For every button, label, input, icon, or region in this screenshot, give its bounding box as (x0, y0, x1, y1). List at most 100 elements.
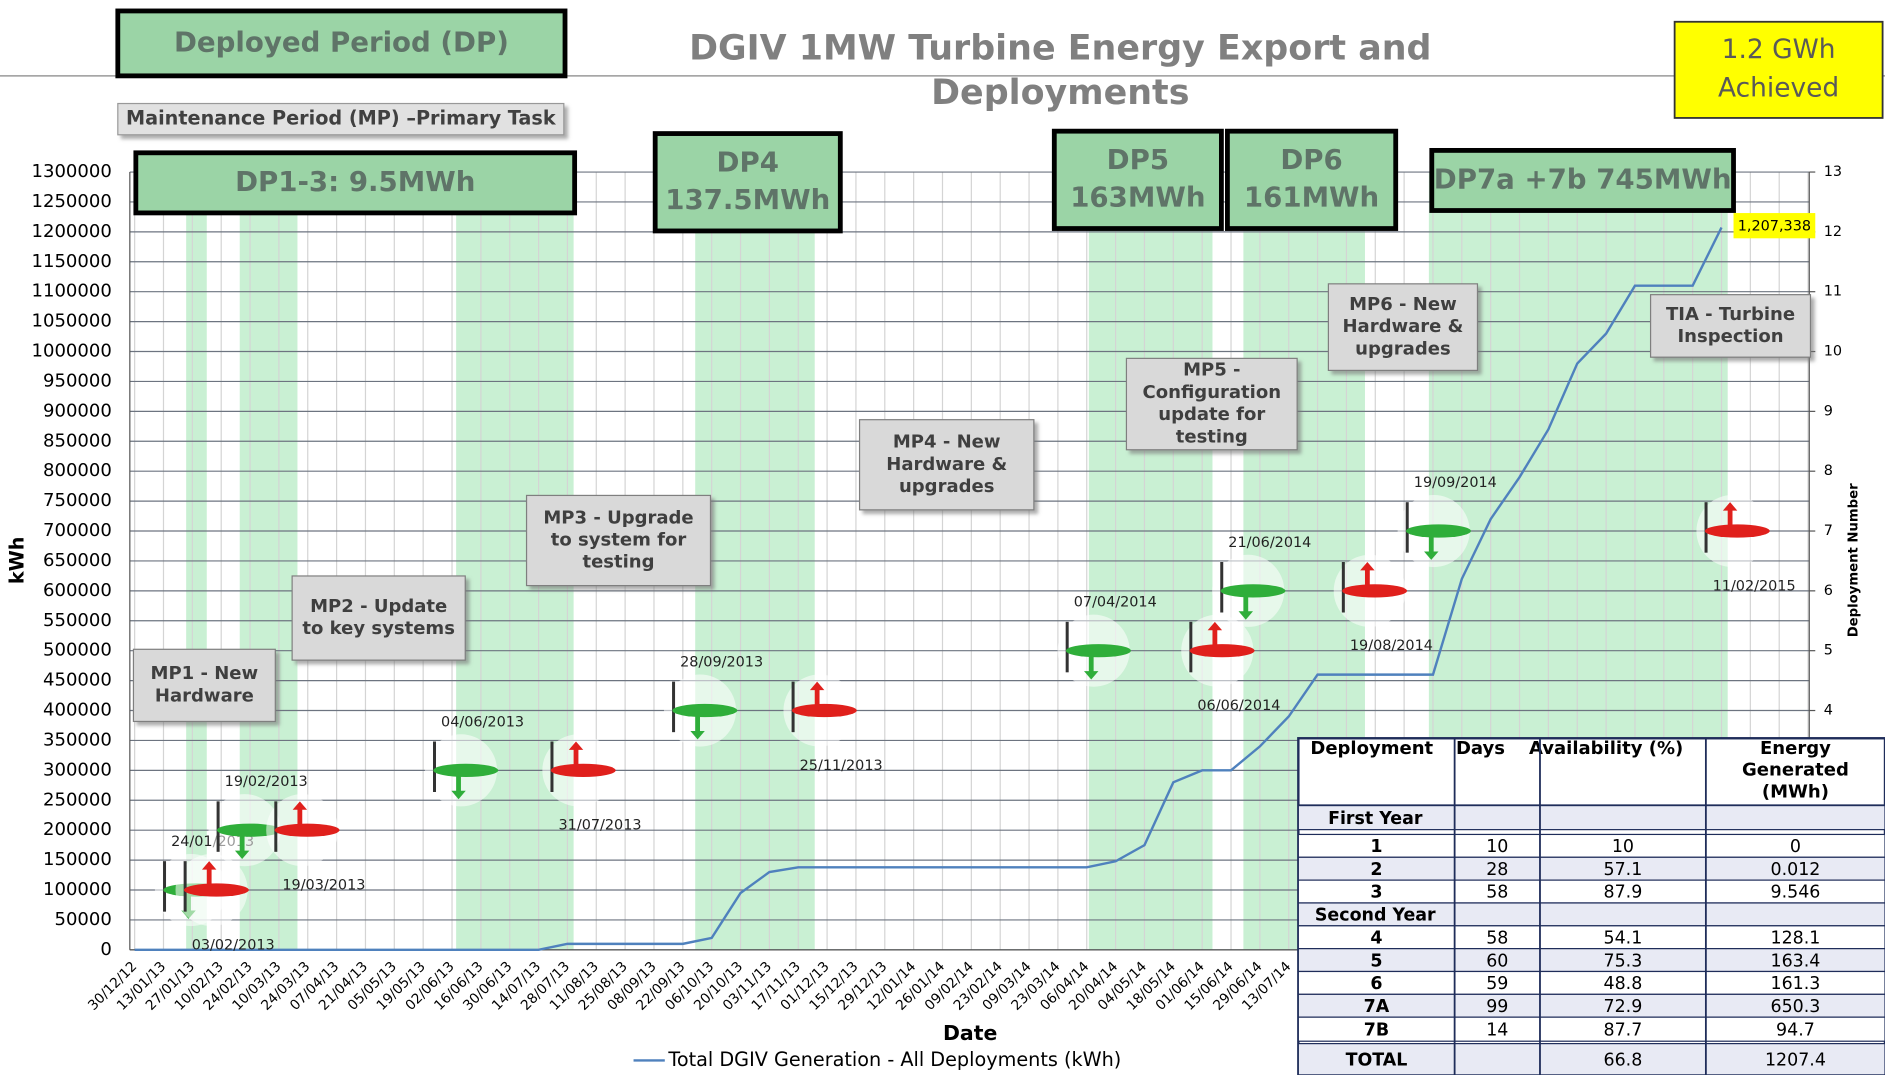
arrow-down (690, 716, 705, 740)
table-cell: 94.7 (1776, 1020, 1815, 1040)
table-cell: 66.8 (1604, 1050, 1643, 1070)
mp-box (132, 648, 276, 723)
series-line (134, 226, 1723, 952)
table-cell: 7B (1364, 1020, 1389, 1040)
y-tick-label: 900000 (43, 400, 112, 421)
nacelle (1065, 644, 1131, 658)
mp-text: MP6 - New (1349, 294, 1457, 315)
mp-box (858, 419, 1035, 511)
y-tick-label: 1100000 (32, 281, 112, 302)
mp-text: testing (1176, 426, 1248, 447)
dp-box (1051, 128, 1224, 231)
y2-axis-title: Deployment Number (1847, 483, 1862, 637)
y-tick-label: 1250000 (32, 191, 112, 212)
y-tick-label: 550000 (43, 610, 112, 631)
event-date: 07/04/2014 (1074, 595, 1157, 611)
y-tick-label: 650000 (43, 550, 112, 571)
turbine-marker (424, 734, 499, 807)
y-tick-label: 1050000 (32, 311, 112, 332)
dp-box (133, 150, 578, 216)
mp-box (291, 575, 466, 661)
y-tick-label: 300000 (43, 759, 112, 780)
event-date: 19/09/2014 (1414, 475, 1497, 491)
turbine-marker (1397, 494, 1471, 568)
table-cell: 58 (1486, 883, 1508, 903)
table-cell: 57.1 (1604, 860, 1643, 880)
nacelle (550, 763, 616, 777)
y-tick-label: 850000 (43, 430, 112, 451)
nacelle (1220, 584, 1286, 598)
mp-text: update for (1158, 404, 1265, 425)
x-axis-title: Date (943, 1021, 997, 1045)
mp-text: Hardware & (1342, 316, 1463, 337)
event-date: 19/08/2014 (1350, 638, 1433, 654)
event-date: 04/06/2013 (441, 714, 524, 730)
achievement-text: 1.2 GWh (1722, 34, 1836, 65)
dp-text: DP5 (1107, 143, 1169, 176)
y-tick-label: 100000 (43, 879, 112, 900)
turbine-marker (175, 853, 249, 927)
table-header: (MWh) (1762, 781, 1829, 802)
legend-deployed-text: Deployed Period (DP) (174, 25, 509, 58)
arrow-up (1360, 562, 1375, 585)
table-row (1297, 1016, 1885, 1042)
arrow-down (1238, 596, 1254, 620)
mp-text: upgrades (899, 476, 995, 497)
y2-tick-label: 12 (1824, 224, 1842, 240)
y2-tick-label: 7 (1824, 523, 1833, 539)
event-date: 25/11/2013 (800, 758, 883, 774)
arrow-down (451, 776, 466, 800)
y-tick-label: 750000 (43, 490, 112, 511)
nacelle (274, 823, 340, 837)
y-tick-label: 450000 (43, 670, 112, 691)
turbine-marker (783, 674, 857, 747)
arrow-up (1722, 502, 1738, 526)
value-label: 1,207,338 (1738, 218, 1811, 234)
table-cell: 54.1 (1604, 928, 1643, 948)
legend-label: Total DGIV Generation - All Deployments … (667, 1048, 1121, 1071)
table-cell: 99 (1486, 997, 1508, 1017)
y-tick-label: 250000 (43, 789, 112, 810)
turbine-marker (1696, 494, 1770, 568)
turbine-marker (663, 674, 738, 747)
table-cell: First Year (1328, 809, 1423, 829)
table-row (1297, 1043, 1885, 1075)
table-cell: 128.1 (1770, 928, 1820, 948)
table-cell: 4 (1370, 928, 1382, 948)
table-cell: 650.3 (1770, 997, 1820, 1017)
mp-text: Hardware (155, 685, 254, 706)
mp-text: MP5 - (1183, 360, 1240, 381)
mp-box (1649, 294, 1812, 358)
table-cell: 48.8 (1604, 974, 1643, 994)
dp-text: 137.5MWh (665, 183, 830, 216)
table-cell: 9.546 (1770, 883, 1820, 903)
y-tick-label: 950000 (43, 370, 112, 391)
table-cell: 75.3 (1604, 951, 1643, 971)
turbine-marker (1057, 614, 1131, 687)
y-tick-label: 1300000 (32, 161, 112, 182)
table-cell: 2 (1370, 860, 1382, 880)
mp-text: MP3 - Upgrade (543, 507, 693, 528)
turbine-marker (542, 734, 616, 807)
chart-title: Deployments (931, 73, 1189, 113)
event-date: 28/09/2013 (680, 654, 763, 670)
dp-text: DP6 (1280, 143, 1342, 176)
table-header: Generated (1742, 760, 1849, 781)
mp-box (1125, 357, 1298, 451)
chart-title: DGIV 1MW Turbine Energy Export and (689, 28, 1431, 68)
y2-tick-label: 13 (1824, 164, 1842, 180)
y-tick-label: 350000 (43, 729, 112, 750)
mp-text: testing (582, 552, 654, 573)
nacelle (433, 763, 499, 777)
mp-text: MP4 - New (893, 432, 1001, 453)
mp-text: Hardware & (886, 454, 1007, 475)
event-date: 19/02/2013 (225, 774, 308, 790)
nacelle (183, 883, 249, 897)
y2-tick-label: 6 (1824, 583, 1833, 599)
legend-maintenance-box (117, 102, 565, 136)
table-cell: 161.3 (1770, 974, 1820, 994)
event-date: 11/02/2015 (1713, 578, 1796, 594)
dp-text: DP4 (717, 146, 779, 179)
nacelle (216, 823, 282, 837)
